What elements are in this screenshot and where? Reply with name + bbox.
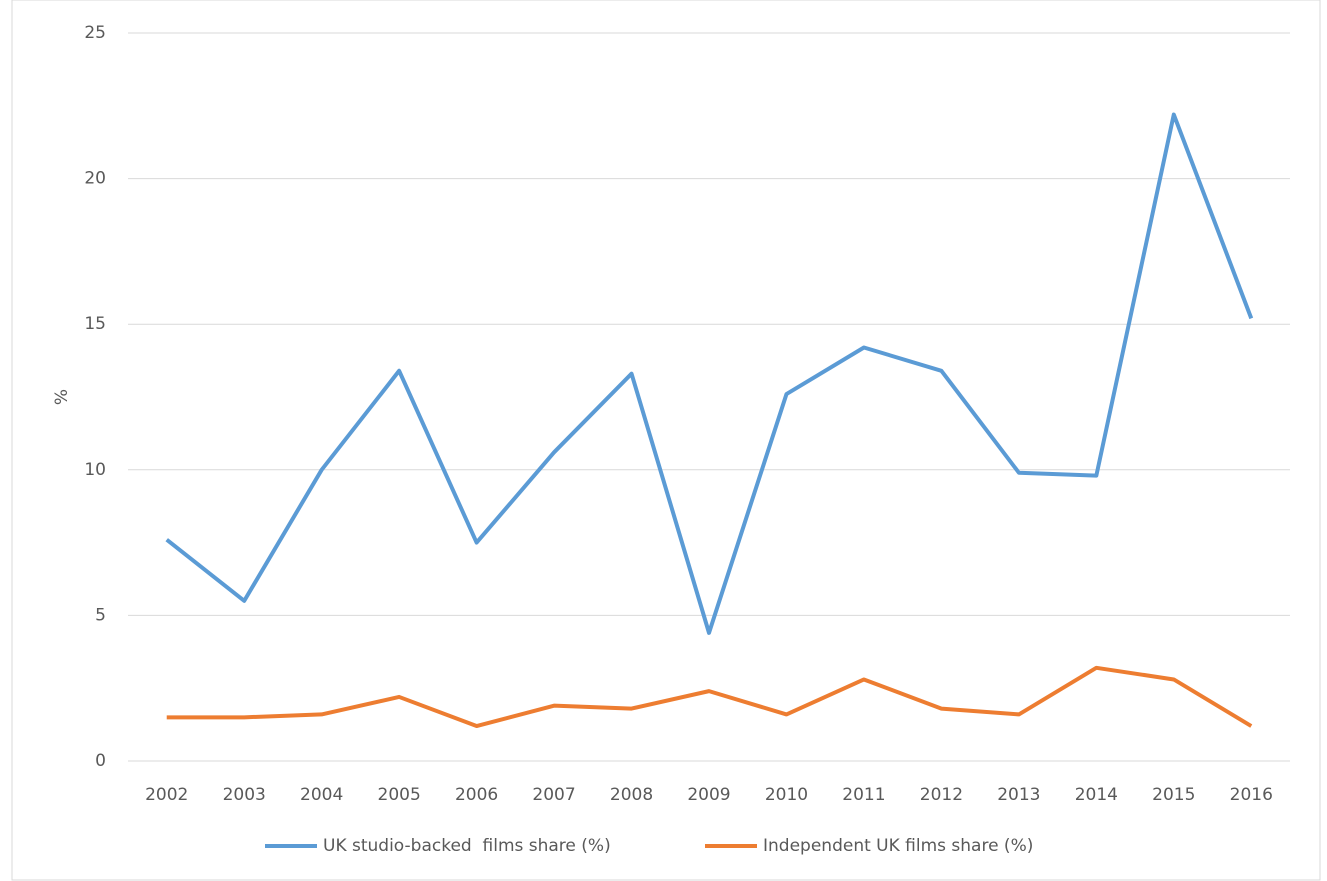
y-tick-label: 20 — [84, 169, 106, 189]
x-tick-label: 2015 — [1152, 785, 1195, 805]
x-tick-label: 2003 — [223, 785, 266, 805]
x-tick-label: 2012 — [920, 785, 963, 805]
x-tick-label: 2006 — [455, 785, 498, 805]
series-line — [165, 112, 1254, 635]
chart-frame — [11, 0, 1321, 881]
x-tick-label: 2011 — [842, 785, 885, 805]
y-tick-label: 0 — [95, 751, 106, 771]
x-tick-label: 2008 — [610, 785, 653, 805]
y-tick-label: 10 — [84, 460, 106, 480]
x-tick-label: 2007 — [532, 785, 575, 805]
legend-label: Independent UK films share (%) — [763, 836, 1033, 856]
x-tick-label: 2002 — [145, 785, 188, 805]
x-tick-label: 2009 — [687, 785, 730, 805]
series-line — [166, 665, 1253, 729]
x-tick-label: 2004 — [300, 785, 343, 805]
y-tick-label: 25 — [84, 23, 106, 43]
legend-label: UK studio-backed films share (%) — [323, 836, 611, 856]
x-tick-label: 2013 — [997, 785, 1040, 805]
x-tick-label: 2010 — [765, 785, 808, 805]
y-axis-label: % — [52, 389, 72, 405]
x-tick-label: 2014 — [1075, 785, 1118, 805]
x-tick-label: 2005 — [378, 785, 421, 805]
y-tick-label: 15 — [84, 314, 106, 334]
y-tick-label: 5 — [95, 605, 106, 625]
x-tick-label: 2016 — [1230, 785, 1273, 805]
